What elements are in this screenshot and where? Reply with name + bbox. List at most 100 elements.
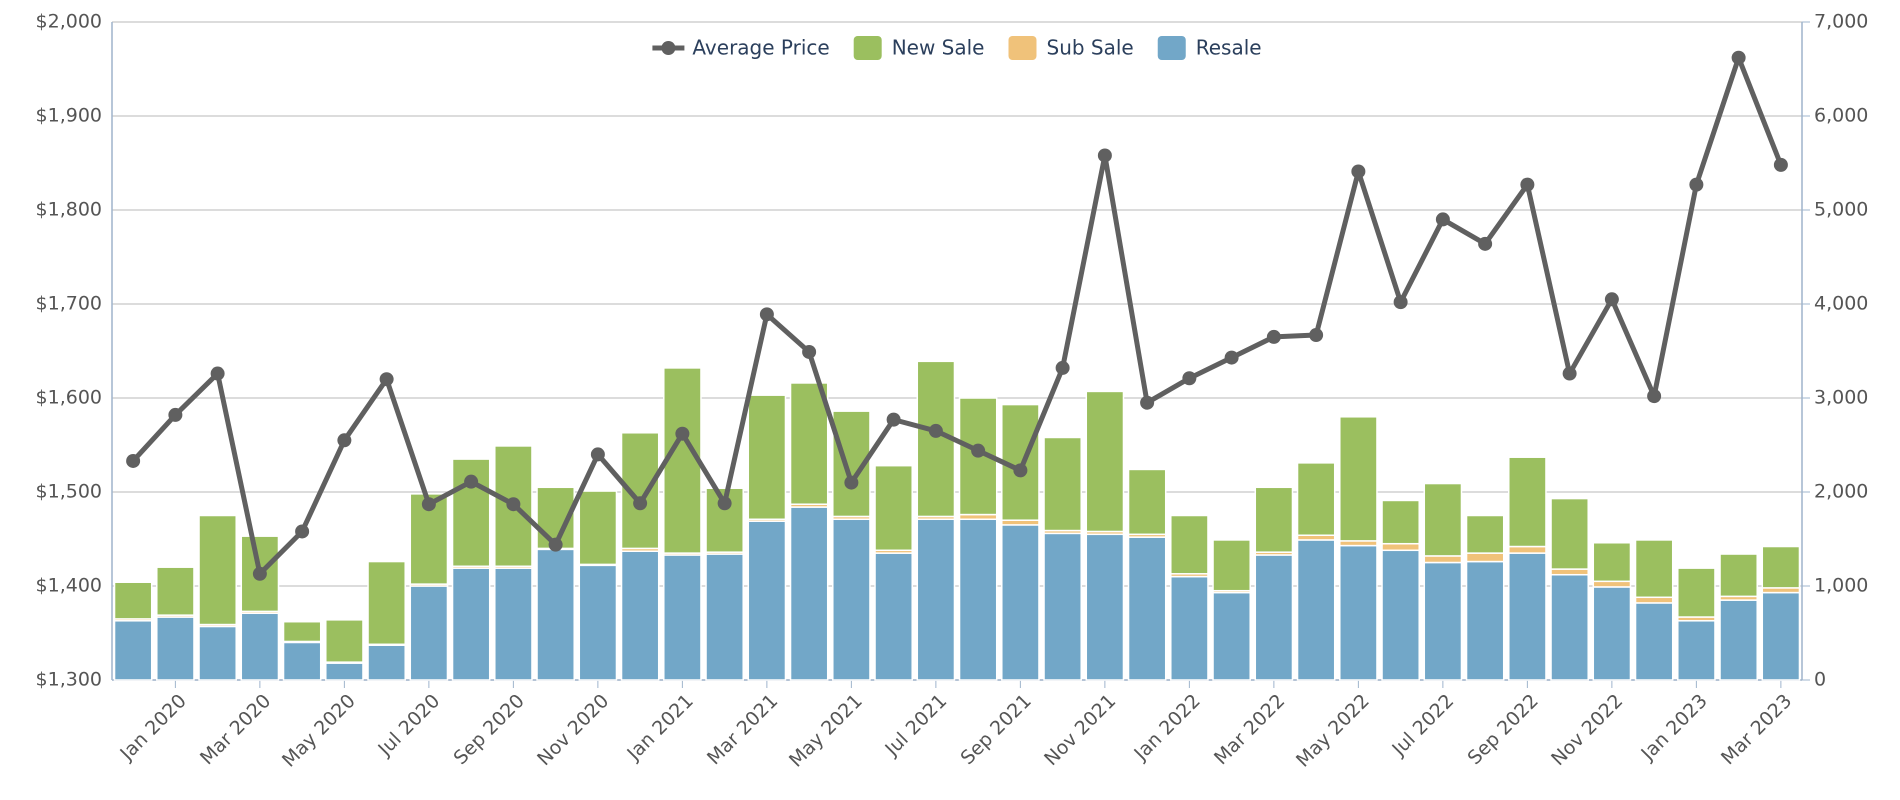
price-point (675, 426, 690, 441)
y2-tick-label: 1,000 (1814, 575, 1868, 597)
x-tick-label: Jan 2023 (1636, 690, 1711, 765)
legend-label: Sub Sale (1046, 36, 1133, 60)
y2-tick-label: 0 (1814, 669, 1826, 691)
bar-segment (789, 506, 829, 681)
bar-segment (1719, 553, 1758, 598)
bar-segment (1127, 536, 1167, 681)
x-tick-label: Jan 2021 (622, 690, 697, 765)
y-tick-label: $1,800 (36, 199, 102, 221)
bar-segment (367, 560, 406, 646)
y-tick-label: $1,900 (36, 105, 102, 127)
price-point (1604, 292, 1619, 307)
price-point (1351, 164, 1366, 179)
bar-segment (1170, 514, 1209, 575)
price-point (379, 372, 394, 387)
price-point (1435, 212, 1450, 227)
price-point (1647, 389, 1662, 404)
x-tick-label: Sep 2021 (956, 690, 1035, 769)
y2-tick-label: 6,000 (1814, 105, 1868, 127)
price-point (1773, 157, 1788, 172)
x-tick-label: Mar 2020 (196, 690, 275, 769)
price-point (1689, 177, 1704, 192)
bar-segment (832, 410, 871, 518)
bar-segment (1127, 468, 1167, 536)
price-point (1520, 177, 1535, 192)
x-tick-label: May 2022 (1292, 690, 1374, 772)
bar-segment (747, 394, 787, 521)
y2-tick-label: 2,000 (1814, 481, 1868, 503)
bar-segment (1592, 542, 1632, 583)
legend-item[interactable]: Sub Sale (1008, 36, 1134, 61)
bar-segment (1339, 416, 1378, 542)
price-point (1393, 295, 1408, 310)
bar-segment (1592, 586, 1632, 681)
y-tick-label: $1,500 (36, 481, 102, 503)
bar-segment (325, 619, 364, 663)
y2-tick-label: 3,000 (1814, 387, 1868, 409)
x-tick-label: Jan 2022 (1129, 690, 1204, 765)
bar-segment (1508, 456, 1547, 548)
price-point (168, 407, 183, 422)
bar-segment (113, 620, 153, 681)
bar-segment (1465, 514, 1505, 554)
bar-segment (536, 548, 575, 681)
bar-segment (1550, 573, 1589, 681)
legend-item[interactable]: New Sale (853, 36, 985, 61)
legend-label: New Sale (892, 36, 985, 60)
legend-symbol (1157, 36, 1186, 60)
price-point (717, 496, 732, 511)
price-point (210, 366, 225, 381)
x-tick-label: May 2021 (785, 690, 867, 772)
bar-segment (1508, 545, 1547, 554)
price-point (1140, 395, 1155, 410)
bar-segment (874, 464, 913, 552)
price-point (971, 443, 986, 458)
x-tick-label: May 2020 (278, 690, 360, 772)
bar-segment (1381, 542, 1420, 552)
price-point (1478, 236, 1493, 251)
x-tick-label: Jul 2022 (1387, 690, 1458, 761)
bar-segment (451, 567, 491, 681)
y-tick-label: $1,400 (36, 575, 102, 597)
bar-segment (1634, 602, 1674, 681)
bar-segment (1381, 499, 1420, 545)
x-tick-label: Sep 2022 (1463, 690, 1542, 769)
legend-item[interactable]: Average Price (652, 36, 830, 60)
y2-tick-label: 7,000 (1814, 11, 1868, 33)
price-point (759, 307, 774, 322)
x-tick-label: Mar 2022 (1210, 690, 1289, 769)
price-point (802, 344, 817, 359)
legend-item[interactable]: Resale (1157, 36, 1262, 61)
bar-segment (1085, 390, 1125, 533)
bar-segment (1339, 544, 1378, 681)
price-point (1224, 350, 1239, 365)
bar-segment (1592, 580, 1632, 588)
bar-segment (198, 625, 237, 681)
price-point (633, 496, 648, 511)
price-point (548, 537, 563, 552)
bar-segment (663, 367, 702, 554)
price-point (1266, 329, 1281, 344)
price-point (844, 475, 859, 490)
bar-segment (1296, 539, 1336, 681)
legend: Average Price New Sale Sub Sale Resale (652, 36, 1262, 61)
y-tick-label: $1,700 (36, 293, 102, 315)
bar-segment (240, 612, 280, 681)
price-point (886, 412, 901, 427)
bar-segment (1423, 555, 1463, 564)
bar-segment (578, 564, 618, 681)
x-tick-label: Jul 2020 (373, 690, 444, 761)
bar-segment (747, 520, 787, 681)
bar-segment (578, 490, 618, 566)
bar-segment (1550, 568, 1589, 576)
legend-label: Average Price (692, 36, 829, 60)
bar-segment (1212, 539, 1251, 592)
price-point (1097, 148, 1112, 163)
bar-segment (832, 518, 871, 681)
x-tick-label: Nov 2021 (1040, 690, 1120, 770)
x-tick-label: Nov 2020 (533, 690, 613, 770)
price-point (590, 447, 605, 462)
y-tick-label: $1,600 (36, 387, 102, 409)
bar-segment (1465, 560, 1505, 681)
price-point (1055, 360, 1070, 375)
